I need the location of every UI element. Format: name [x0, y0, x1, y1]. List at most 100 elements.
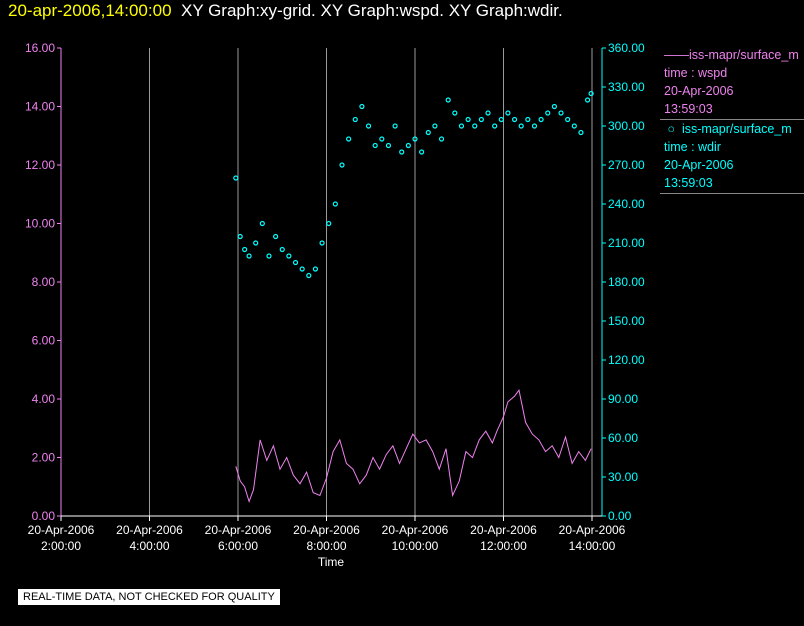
wdir-data-point [286, 253, 292, 259]
wdir-data-point [292, 259, 299, 266]
wdir-data-point [237, 233, 243, 240]
wdir-data-point [511, 116, 518, 123]
wdir-data-point [578, 129, 584, 136]
x-tick-date: 20-Apr-2006 [559, 523, 626, 537]
x-tick-time: 14:00:00 [569, 539, 616, 553]
wdir-data-point [571, 123, 577, 129]
legend-divider [660, 119, 804, 120]
wdir-data-point [551, 103, 557, 110]
wdir-data-point [233, 175, 239, 181]
series [233, 90, 594, 503]
wdir-data-point [518, 123, 524, 129]
wdir-data-point [458, 123, 465, 129]
wdir-data-point [332, 201, 338, 207]
right-y-tick-label: 300.00 [608, 119, 645, 133]
wdir-data-point [279, 246, 285, 253]
wdir-data-point [365, 123, 372, 129]
wdir-data-point [465, 116, 471, 123]
chart-header: 20-apr-2006,14:00:00 XY Graph:xy-grid. X… [8, 1, 563, 21]
wdir-data-point [253, 240, 259, 246]
right-y-tick-label: 90.00 [608, 392, 638, 406]
graph-titles: XY Graph:xy-grid. XY Graph:wspd. XY Grap… [180, 1, 563, 20]
right-y-tick-label: 30.00 [608, 470, 638, 484]
right-y-tick-label: 180.00 [608, 275, 645, 289]
wdir-data-point [525, 116, 531, 123]
wdir-data-point [385, 142, 392, 149]
wdir-data-point [432, 123, 438, 129]
wdir-data-point [538, 116, 544, 123]
legend-source: iss-mapr/surface_m [681, 122, 792, 136]
quality-notice: REAL-TIME DATA, NOT CHECKED FOR QUALITY [18, 589, 280, 605]
legend-time: 13:59:03 [664, 176, 713, 190]
wdir-data-point [445, 97, 451, 103]
timestamp-label: 20-apr-2006,14:00:00 [8, 1, 172, 20]
x-tick-date: 20-Apr-2006 [470, 523, 537, 537]
legend-entry-wdir: ○ iss-mapr/surface_m time : wdir 20-Apr-… [664, 120, 804, 192]
wdir-data-point [405, 142, 411, 149]
left-y-tick-label: 14.00 [25, 100, 55, 114]
wdir-data-point [419, 149, 425, 155]
wdir-data-point [246, 253, 252, 259]
wdir-data-point [498, 116, 504, 123]
left-y-tick-label: 10.00 [25, 217, 55, 231]
left-y-tick-label: 4.00 [32, 392, 56, 406]
wdir-data-point [412, 136, 418, 142]
x-tick-date: 20-Apr-2006 [293, 523, 360, 537]
wdir-data-point [452, 110, 458, 116]
wdir-data-point [558, 110, 564, 116]
legend-source: iss-mapr/surface_m [689, 48, 799, 62]
wdir-data-point [372, 142, 378, 149]
wdir-data-point [478, 116, 484, 123]
right-y-tick-label: 330.00 [608, 80, 645, 94]
wdir-data-point [485, 110, 491, 116]
wdir-data-point [306, 272, 312, 279]
wdir-data-point [392, 123, 398, 129]
wdir-data-point [326, 220, 332, 227]
wdir-data-point [545, 110, 551, 116]
right-y-tick-label: 360.00 [608, 41, 645, 55]
wdir-data-point [399, 149, 405, 155]
wspd-series-line [235, 389, 592, 503]
wdir-data-point [359, 103, 365, 110]
wdir-data-point [472, 123, 478, 129]
right-y-tick-label: 0.00 [608, 509, 632, 523]
wdir-data-point [259, 220, 265, 227]
wdir-data-point [438, 136, 445, 142]
left-y-tick-label: 0.00 [32, 509, 56, 523]
legend-date: 20-Apr-2006 [664, 84, 734, 98]
wdir-data-point [273, 233, 279, 240]
right-y-tick-label: 270.00 [608, 158, 645, 172]
wdir-data-point [565, 116, 571, 123]
left-y-tick-label: 16.00 [25, 41, 55, 55]
legend-line-marker: —— [664, 48, 689, 62]
x-tick-time: 10:00:00 [392, 539, 439, 553]
wdir-data-point [299, 266, 305, 272]
left-y-tick-label: 2.00 [32, 451, 56, 465]
legend-entry-wspd: ——iss-mapr/surface_m time : wspd 20-Apr-… [664, 46, 804, 118]
wdir-data-point [339, 162, 345, 168]
right-y-tick-label: 60.00 [608, 431, 638, 445]
x-axis-label: Time [318, 555, 345, 569]
legend-time: 13:59:03 [664, 102, 713, 116]
wdir-data-point [319, 240, 325, 246]
x-tick-date: 20-Apr-2006 [205, 523, 272, 537]
right-y-tick-label: 210.00 [608, 236, 645, 250]
wdir-data-point [312, 266, 319, 272]
legend-field: time : wspd [664, 66, 728, 80]
left-y-tick-label: 6.00 [32, 334, 56, 348]
legend-circle-marker: ○ [664, 122, 682, 136]
legend: ——iss-mapr/surface_m time : wspd 20-Apr-… [660, 46, 804, 194]
right-y-axis-ticks: 0.00 30.00 60.00 90.00 120.00 150.00 180.00 210… [602, 41, 645, 523]
legend-divider [660, 193, 804, 194]
wdir-data-point [352, 116, 358, 123]
x-tick-time: 4:00:00 [129, 539, 169, 553]
wdir-data-point [379, 136, 385, 142]
wdir-data-point [531, 123, 538, 129]
x-tick-time: 8:00:00 [306, 539, 346, 553]
right-y-tick-label: 120.00 [608, 353, 645, 367]
wdir-data-point [266, 253, 272, 259]
x-tick-date: 20-Apr-2006 [382, 523, 449, 537]
wdir-data-point [425, 129, 431, 136]
legend-date: 20-Apr-2006 [664, 158, 734, 172]
